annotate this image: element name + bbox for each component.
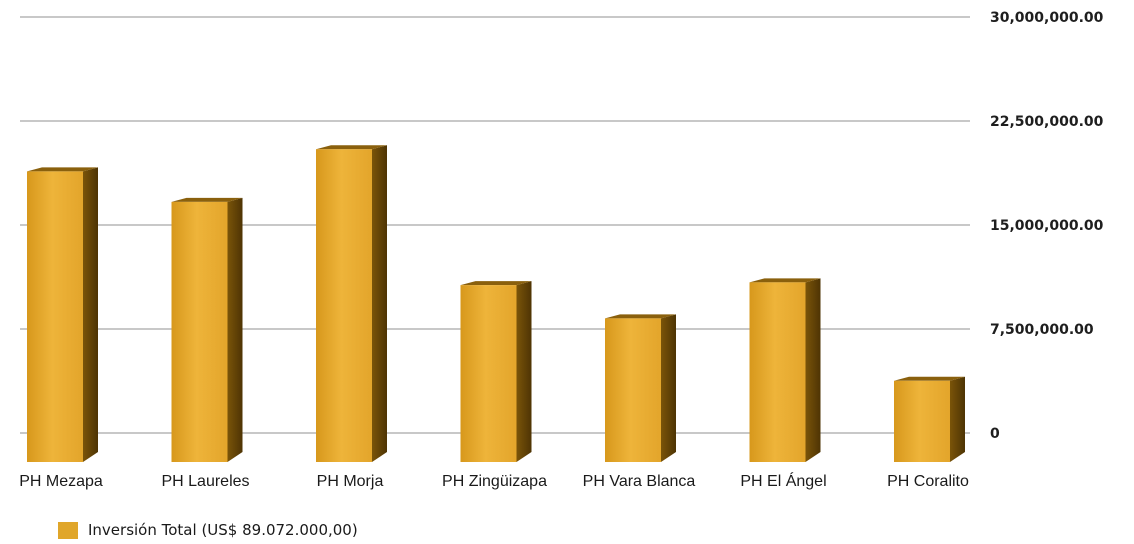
bar-top xyxy=(894,376,965,381)
bar xyxy=(27,167,98,462)
bar xyxy=(749,278,821,462)
bar-top xyxy=(460,281,532,286)
bar-front xyxy=(316,149,372,463)
category-label: PH El Ángel xyxy=(740,471,826,490)
category-label: PH Coralito xyxy=(887,473,969,490)
bar xyxy=(894,376,965,462)
bar-front xyxy=(894,380,950,462)
bar-top xyxy=(27,167,98,172)
legend-label: Inversión Total (US$ 89.072.000,00) xyxy=(88,521,358,539)
bar-front xyxy=(605,318,661,462)
bar-front xyxy=(460,285,517,462)
bar-top xyxy=(316,145,387,150)
bar-front xyxy=(171,201,228,462)
y-tick-label: 15,000,000.00 xyxy=(990,218,1104,234)
category-label: PH Morja xyxy=(317,473,384,490)
bar xyxy=(316,145,387,463)
bar-side xyxy=(372,145,387,463)
bar-top xyxy=(605,314,676,319)
y-tick-label: 0 xyxy=(990,426,1000,442)
y-tick-label: 22,500,000.00 xyxy=(990,114,1104,130)
category-label: PH Zingüizapa xyxy=(442,473,547,490)
legend-swatch xyxy=(58,521,78,539)
legend: Inversión Total (US$ 89.072.000,00) xyxy=(58,521,358,539)
category-label: PH Vara Blanca xyxy=(583,473,696,490)
bar-side xyxy=(83,167,98,462)
bar-top xyxy=(171,197,243,202)
bar-top xyxy=(749,278,821,283)
y-tick-label: 30,000,000.00 xyxy=(990,10,1104,26)
category-label: PH Mezapa xyxy=(19,473,103,490)
x-axis-labels: PH Mezapa PH Laureles PH Morja PH Zingüizap… xyxy=(19,471,969,490)
bar xyxy=(605,314,676,462)
bar xyxy=(460,281,532,462)
bar-front xyxy=(749,282,806,462)
bar-side xyxy=(227,197,243,462)
bar-side xyxy=(661,314,676,462)
y-tick-label: 7,500,000.00 xyxy=(990,322,1094,338)
bar-side xyxy=(805,278,821,462)
bars xyxy=(27,145,965,463)
bar-side xyxy=(950,376,965,462)
bar xyxy=(171,197,243,462)
category-label: PH Laureles xyxy=(161,473,249,490)
bar-front xyxy=(27,171,83,462)
bar-side xyxy=(516,281,532,462)
y-axis-ticks: 0 7,500,000.00 15,000,000.00 22,500,000.00 3… xyxy=(990,10,1104,442)
